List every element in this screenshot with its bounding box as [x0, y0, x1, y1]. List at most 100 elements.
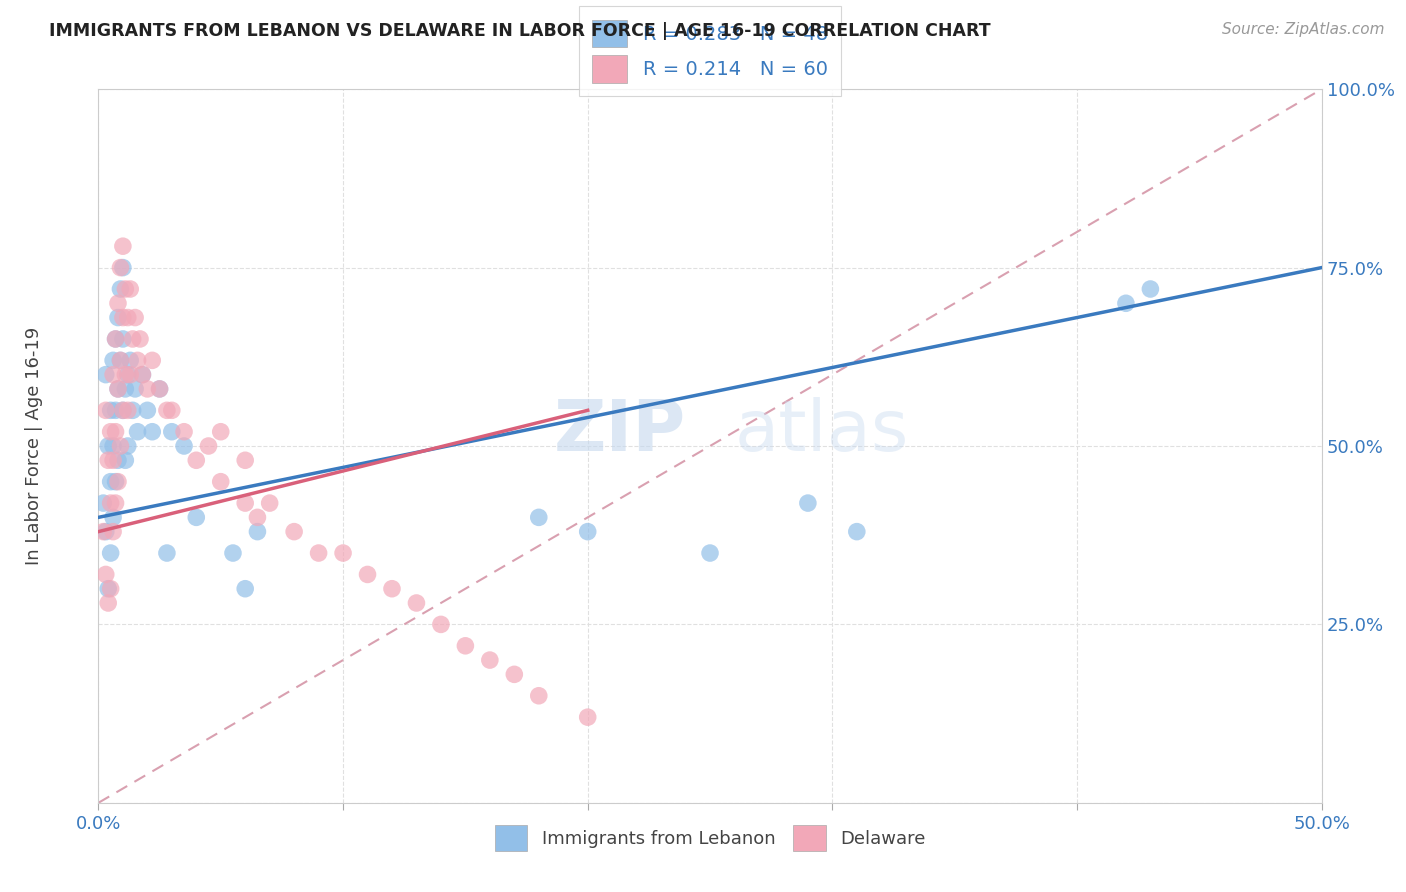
Point: [141, 353, 163, 368]
Point: [97, 439, 120, 453]
Point: [283, 524, 305, 539]
Point: [111, 403, 134, 417]
Text: ZIP: ZIP: [554, 397, 686, 467]
Point: [136, 382, 159, 396]
Point: [107, 382, 129, 396]
Point: [246, 524, 269, 539]
Point: [141, 425, 163, 439]
Point: [101, 439, 124, 453]
Point: [160, 403, 183, 417]
Point: [107, 475, 129, 489]
Point: [101, 353, 124, 368]
Point: [1115, 296, 1137, 310]
Point: [156, 403, 179, 417]
Point: [131, 368, 153, 382]
Point: [233, 496, 256, 510]
Point: [454, 639, 477, 653]
Point: [127, 425, 149, 439]
Point: [100, 582, 122, 596]
Point: [110, 282, 132, 296]
Point: [186, 453, 208, 467]
Point: [117, 310, 139, 325]
Point: [797, 496, 820, 510]
Point: [97, 582, 120, 596]
Point: [233, 453, 256, 467]
Point: [100, 496, 122, 510]
Point: [124, 382, 146, 396]
Point: [120, 368, 142, 382]
Point: [104, 425, 127, 439]
Point: [101, 510, 124, 524]
Point: [110, 260, 132, 275]
Legend: Immigrants from Lebanon, Delaware: Immigrants from Lebanon, Delaware: [488, 818, 932, 858]
Point: [136, 403, 159, 417]
Point: [117, 368, 139, 382]
Point: [111, 239, 134, 253]
Point: [503, 667, 526, 681]
Point: [100, 403, 122, 417]
Point: [173, 425, 195, 439]
Point: [100, 546, 122, 560]
Point: [121, 332, 143, 346]
Point: [101, 368, 124, 382]
Point: [1139, 282, 1161, 296]
Point: [104, 496, 127, 510]
Point: [149, 382, 172, 396]
Point: [576, 710, 599, 724]
Point: [430, 617, 453, 632]
Point: [101, 524, 124, 539]
Point: [94, 524, 117, 539]
Point: [259, 496, 281, 510]
Point: [131, 368, 153, 382]
Point: [120, 353, 142, 368]
Point: [120, 282, 142, 296]
Point: [127, 353, 149, 368]
Point: [91, 496, 114, 510]
Point: [110, 353, 132, 368]
Point: [845, 524, 868, 539]
Point: [100, 475, 122, 489]
Point: [107, 382, 129, 396]
Point: [104, 403, 127, 417]
Point: [233, 582, 256, 596]
Y-axis label: In Labor Force | Age 16-19: In Labor Force | Age 16-19: [25, 326, 42, 566]
Text: Source: ZipAtlas.com: Source: ZipAtlas.com: [1222, 22, 1385, 37]
Point: [104, 332, 127, 346]
Point: [111, 260, 134, 275]
Point: [107, 310, 129, 325]
Point: [110, 353, 132, 368]
Point: [478, 653, 501, 667]
Point: [129, 332, 152, 346]
Point: [94, 368, 117, 382]
Point: [381, 582, 404, 596]
Point: [114, 368, 136, 382]
Point: [173, 439, 195, 453]
Text: IMMIGRANTS FROM LEBANON VS DELAWARE IN LABOR FORCE | AGE 16-19 CORRELATION CHART: IMMIGRANTS FROM LEBANON VS DELAWARE IN L…: [49, 22, 991, 40]
Point: [699, 546, 721, 560]
Point: [114, 282, 136, 296]
Point: [110, 439, 132, 453]
Point: [97, 596, 120, 610]
Point: [197, 439, 219, 453]
Point: [209, 425, 232, 439]
Point: [527, 510, 550, 524]
Point: [156, 546, 179, 560]
Point: [94, 403, 117, 417]
Point: [114, 453, 136, 467]
Point: [107, 453, 129, 467]
Point: [160, 425, 183, 439]
Point: [104, 332, 127, 346]
Text: atlas: atlas: [734, 397, 908, 467]
Point: [117, 403, 139, 417]
Point: [186, 510, 208, 524]
Point: [117, 439, 139, 453]
Point: [527, 689, 550, 703]
Point: [111, 332, 134, 346]
Point: [405, 596, 427, 610]
Point: [94, 567, 117, 582]
Point: [97, 453, 120, 467]
Point: [209, 475, 232, 489]
Point: [100, 425, 122, 439]
Point: [149, 382, 172, 396]
Point: [111, 310, 134, 325]
